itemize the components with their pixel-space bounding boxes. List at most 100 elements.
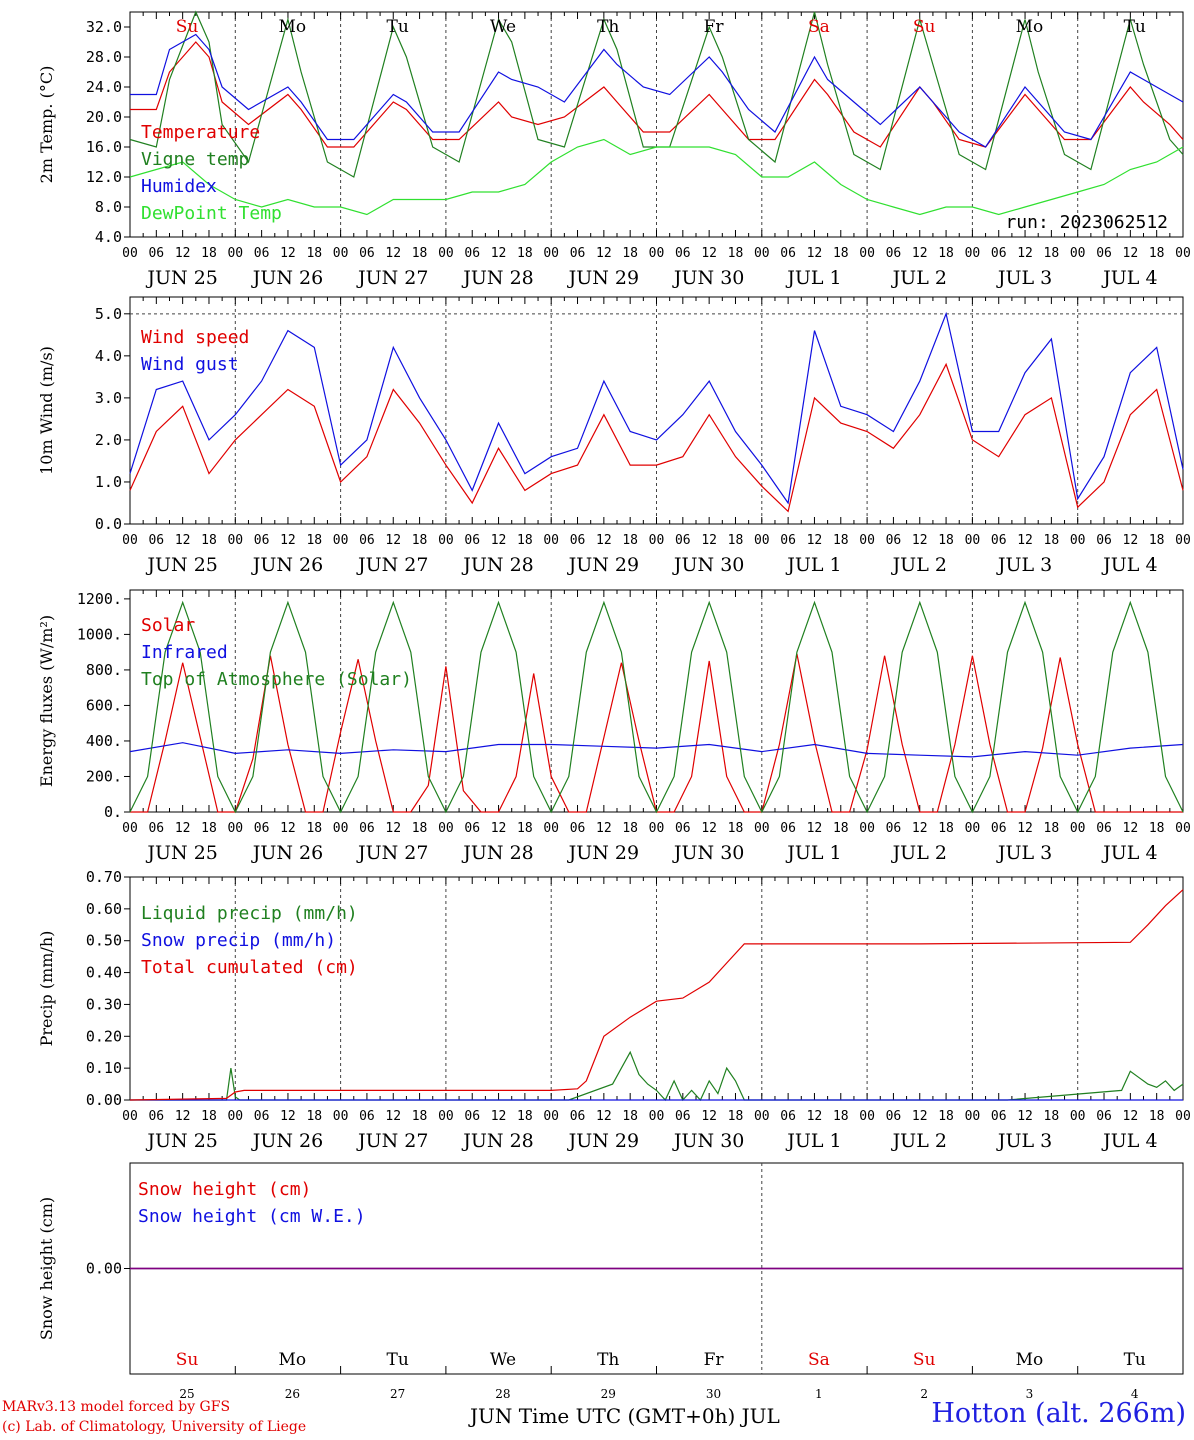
hour-tick-label: 06 — [570, 533, 586, 548]
hour-tick-label: 18 — [728, 533, 744, 548]
y-tick-label: 28.0 — [86, 48, 122, 66]
date-label: JUN 27 — [356, 842, 428, 864]
hour-tick-label: 12 — [1123, 246, 1139, 261]
hour-tick-label: 06 — [886, 533, 902, 548]
run-label: run: 2023062512 — [1005, 212, 1168, 233]
hour-tick-label: 12 — [280, 533, 296, 548]
hour-tick-label: 06 — [1096, 246, 1112, 261]
hour-tick-label: 18 — [412, 246, 428, 261]
series-line-2-1 — [129, 742, 1184, 758]
weekday-label: We — [490, 1350, 516, 1370]
hour-tick-label: 12 — [491, 821, 507, 836]
hour-tick-label: 00 — [965, 246, 981, 261]
y-tick-label: 0.30 — [86, 995, 122, 1013]
hour-tick-label: 18 — [412, 533, 428, 548]
hour-tick-label: 06 — [254, 533, 270, 548]
legend-entry: Humidex — [141, 176, 217, 197]
hour-tick-label: 12 — [491, 1109, 507, 1124]
hour-tick-label: 06 — [675, 533, 691, 548]
hour-tick-label: 18 — [622, 821, 638, 836]
hour-tick-label: 06 — [254, 246, 270, 261]
weekday-label: Tu — [386, 17, 408, 37]
hour-tick-label: 18 — [622, 246, 638, 261]
hour-tick-label: 12 — [807, 821, 823, 836]
hour-tick-label: 12 — [385, 246, 401, 261]
day-number-label: 27 — [390, 1387, 405, 1401]
hour-tick-label: 06 — [464, 821, 480, 836]
hour-tick-label: 00 — [859, 1109, 875, 1124]
hour-tick-label: 12 — [175, 1109, 191, 1124]
hour-tick-label: 00 — [859, 821, 875, 836]
hour-tick-label: 00 — [438, 821, 454, 836]
hour-tick-label: 06 — [675, 246, 691, 261]
hour-tick-label: 12 — [385, 533, 401, 548]
hour-tick-label: 06 — [886, 821, 902, 836]
hour-tick-label: 06 — [570, 821, 586, 836]
date-label: JUL 4 — [1101, 1130, 1157, 1152]
date-label: JUL 3 — [996, 554, 1052, 576]
legend-entry: Total cumulated (cm) — [141, 957, 358, 978]
hour-tick-label: 18 — [1044, 533, 1060, 548]
hour-tick-label: 06 — [780, 821, 796, 836]
hour-tick-label: 00 — [122, 821, 138, 836]
y-tick-label: 400. — [86, 732, 122, 750]
date-label: JUN 26 — [251, 554, 323, 576]
hour-tick-label: 06 — [675, 821, 691, 836]
hour-tick-label: 00 — [965, 1109, 981, 1124]
hour-tick-label: 06 — [675, 1109, 691, 1124]
hour-tick-label: 18 — [517, 533, 533, 548]
hour-tick-label: 06 — [254, 821, 270, 836]
legend-entry: Wind speed — [141, 327, 249, 348]
hour-tick-label: 18 — [622, 1109, 638, 1124]
date-label: JUL 3 — [996, 267, 1052, 289]
weekday-label: Th — [597, 1350, 619, 1370]
y-tick-label: 4.0 — [95, 228, 122, 246]
y-tick-label: 12.0 — [86, 168, 122, 186]
hour-tick-label: 18 — [1149, 246, 1165, 261]
y-tick-label: 1.0 — [95, 473, 122, 491]
hour-tick-label: 00 — [649, 821, 665, 836]
hour-tick-label: 06 — [148, 821, 164, 836]
hour-tick-label: 12 — [280, 246, 296, 261]
legend-entry: Snow height (cm W.E.) — [138, 1206, 366, 1227]
hour-tick-label: 00 — [649, 246, 665, 261]
hour-tick-label: 00 — [1070, 1109, 1086, 1124]
legend-entry: DewPoint Temp — [141, 203, 282, 224]
hour-tick-label: 18 — [833, 246, 849, 261]
hour-tick-label: 12 — [701, 246, 717, 261]
hour-tick-label: 06 — [886, 246, 902, 261]
hour-tick-label: 12 — [175, 246, 191, 261]
hour-tick-label: 18 — [833, 533, 849, 548]
hour-tick-label: 12 — [175, 533, 191, 548]
day-number-label: 4 — [1131, 1387, 1139, 1401]
date-label: JUN 27 — [356, 1130, 428, 1152]
month-label-jun: JUN — [470, 1404, 513, 1428]
hour-tick-label: 06 — [570, 246, 586, 261]
date-label: JUL 3 — [996, 1130, 1052, 1152]
hour-tick-label: 18 — [201, 1109, 217, 1124]
hour-tick-label: 12 — [807, 533, 823, 548]
hour-tick-label: 00 — [1175, 533, 1191, 548]
hour-tick-label: 12 — [596, 821, 612, 836]
day-number-label: 29 — [601, 1387, 616, 1401]
weekday-label: Su — [176, 1350, 199, 1370]
hour-tick-label: 06 — [570, 1109, 586, 1124]
hour-tick-label: 12 — [1123, 1109, 1139, 1124]
hour-tick-label: 18 — [728, 246, 744, 261]
y-tick-label: 0.00 — [86, 1091, 122, 1109]
y-axis-title: 2m Temp. (°C) — [37, 66, 56, 184]
hour-tick-label: 18 — [1044, 821, 1060, 836]
hour-tick-label: 18 — [306, 821, 322, 836]
y-tick-label: 0.70 — [86, 868, 122, 886]
series-line-0-1 — [129, 10, 1184, 178]
hour-tick-label: 00 — [438, 1109, 454, 1124]
hour-tick-label: 18 — [938, 821, 954, 836]
hour-tick-label: 18 — [412, 1109, 428, 1124]
y-tick-label: 0.60 — [86, 900, 122, 918]
hour-tick-label: 00 — [227, 246, 243, 261]
y-axis-title: Precip (mm/h) — [37, 931, 56, 1047]
day-number-label: 1 — [815, 1387, 823, 1401]
y-tick-label: 32.0 — [86, 18, 122, 36]
weekday-label: Fr — [704, 1350, 725, 1370]
